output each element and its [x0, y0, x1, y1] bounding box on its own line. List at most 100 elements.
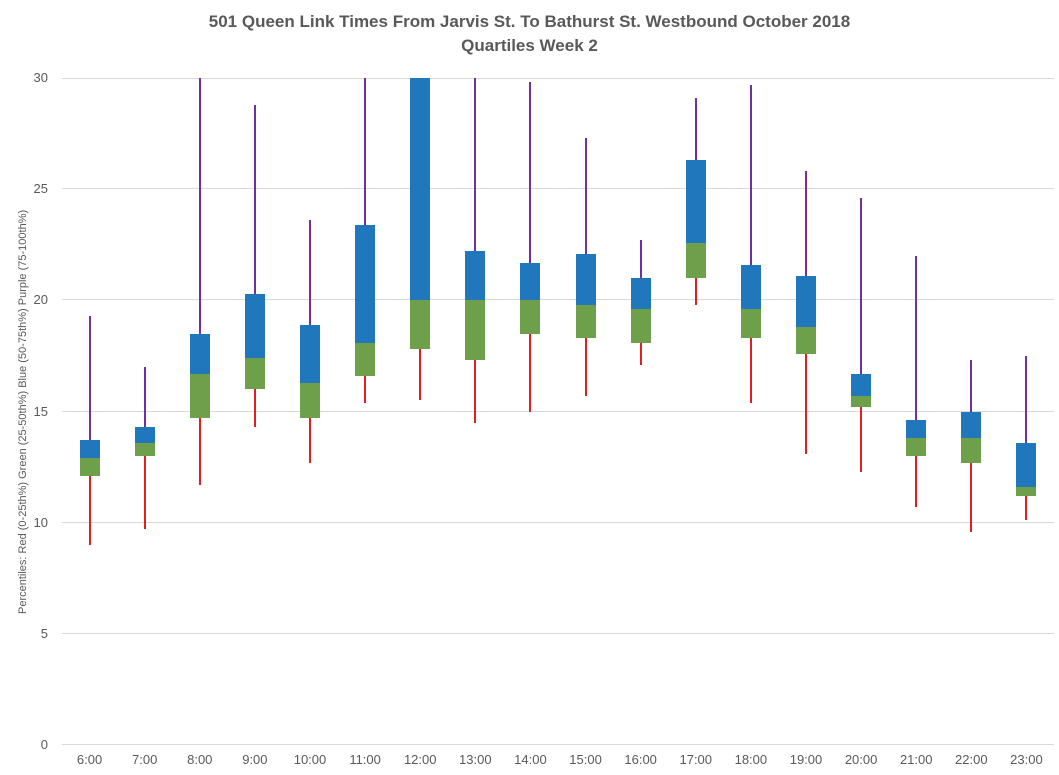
whisker-75-100th-purple — [805, 171, 807, 276]
box-25-50th-green — [189, 373, 210, 419]
box-50-75th-blue — [244, 293, 265, 359]
whisker-0-25th-red — [309, 418, 311, 463]
whisker-0-25th-red — [970, 462, 973, 532]
whisker-75-100th-purple — [198, 78, 201, 334]
chart-title: 501 Queen Link Times From Jarvis St. To … — [208, 12, 851, 31]
whisker-75-100th-purple — [1025, 355, 1028, 443]
y-tick-label: 15 — [33, 403, 48, 419]
chart-title-block: 501 Queen Link Times From Jarvis St. To … — [0, 10, 1059, 58]
y-tick-label: 30 — [33, 70, 48, 85]
x-tick-label: 9:00 — [242, 752, 268, 767]
whisker-75-100th-purple — [143, 367, 146, 428]
whisker-75-100th-purple — [529, 82, 532, 263]
whisker-0-25th-red — [529, 333, 532, 412]
gridline — [62, 299, 1054, 301]
x-tick-label: 16:00 — [624, 752, 657, 767]
x-tick-label: 19:00 — [789, 752, 823, 767]
box-50-75th-blue — [300, 324, 320, 383]
gridline — [62, 632, 1054, 634]
whisker-75-100th-purple — [749, 84, 752, 265]
whisker-0-25th-red — [749, 338, 752, 403]
box-50-75th-blue — [575, 253, 596, 305]
whisker-75-100th-purple — [970, 360, 973, 412]
whisker-75-100th-purple — [474, 78, 477, 252]
x-tick-label: 21:00 — [899, 752, 933, 767]
x-tick-label: 22:00 — [955, 752, 988, 767]
gridline — [62, 188, 1054, 190]
box-25-50th-green — [244, 358, 265, 390]
box-25-50th-green — [465, 300, 486, 361]
whisker-75-100th-purple — [253, 104, 256, 294]
box-25-50th-green — [740, 309, 761, 339]
whisker-0-25th-red — [198, 418, 201, 485]
box-50-75th-blue — [465, 251, 486, 301]
gridline — [62, 521, 1054, 523]
whisker-75-100th-purple — [639, 240, 642, 279]
box-50-75th-blue — [520, 262, 541, 301]
gridline — [62, 78, 1054, 79]
whisker-0-25th-red — [805, 353, 807, 454]
box-25-50th-green — [1016, 487, 1037, 496]
box-25-50th-green — [906, 438, 927, 456]
x-axis: 6:00 7:00 8:00 9:00 10:00 11:00 12:00 13:00 14:0… — [62, 752, 1054, 772]
y-tick-label: 5 — [40, 625, 48, 641]
x-tick-label: 17:00 — [679, 752, 713, 767]
box-50-75th-blue — [740, 264, 761, 310]
chart-subtitle: Quartiles Week 2 — [461, 36, 598, 55]
box-25-50th-green — [134, 442, 155, 456]
whisker-0-25th-red — [143, 455, 146, 530]
whisker-0-25th-red — [1025, 496, 1028, 521]
whisker-0-25th-red — [253, 389, 256, 428]
gridline — [62, 744, 1054, 745]
box-50-75th-blue — [851, 373, 872, 396]
whisker-75-100th-purple — [309, 220, 311, 325]
plot-area — [62, 78, 1054, 745]
whisker-0-25th-red — [694, 278, 697, 305]
x-tick-label: 12:00 — [403, 752, 437, 767]
box-25-50th-green — [796, 327, 816, 354]
box-50-75th-blue — [79, 440, 100, 459]
box-50-75th-blue — [906, 420, 927, 439]
whisker-75-100th-purple — [364, 78, 367, 225]
whisker-0-25th-red — [860, 407, 863, 472]
box-50-75th-blue — [410, 78, 431, 301]
y-tick-label: 10 — [33, 514, 48, 530]
box-50-75th-blue — [355, 224, 376, 343]
x-tick-label: 7:00 — [132, 752, 158, 767]
box-25-50th-green — [575, 304, 596, 339]
box-25-50th-green — [685, 242, 706, 279]
x-tick-label: 11:00 — [349, 752, 381, 767]
box-25-50th-green — [300, 382, 320, 419]
whisker-75-100th-purple — [88, 315, 91, 441]
x-tick-label: 20:00 — [844, 752, 878, 767]
whisker-75-100th-purple — [694, 98, 697, 161]
box-25-50th-green — [79, 458, 100, 476]
whisker-0-25th-red — [419, 349, 422, 401]
x-tick-label: 6:00 — [76, 752, 103, 767]
box-50-75th-blue — [189, 333, 210, 374]
whisker-75-100th-purple — [860, 198, 863, 374]
box-50-75th-blue — [134, 427, 155, 443]
box-25-50th-green — [355, 342, 376, 376]
whisker-75-100th-purple — [584, 138, 587, 254]
box-25-50th-green — [520, 300, 541, 334]
whisker-0-25th-red — [364, 375, 367, 403]
box-50-75th-blue — [796, 275, 816, 328]
whisker-75-100th-purple — [915, 255, 918, 421]
box-50-75th-blue — [961, 411, 982, 439]
box-25-50th-green — [630, 309, 651, 343]
box-50-75th-blue — [685, 160, 706, 243]
y-tick-label: 20 — [33, 292, 48, 308]
x-tick-label: 13:00 — [459, 752, 492, 767]
y-tick-label: 25 — [33, 181, 48, 197]
whisker-0-25th-red — [639, 342, 642, 365]
box-50-75th-blue — [1016, 442, 1037, 488]
box-25-50th-green — [851, 395, 872, 408]
x-tick-label: 8:00 — [187, 752, 213, 767]
x-tick-label: 18:00 — [734, 752, 768, 767]
whisker-0-25th-red — [584, 338, 587, 396]
y-axis: 0 5 10 15 20 25 30 — [0, 71, 56, 752]
x-tick-label: 10:00 — [293, 752, 327, 767]
whisker-0-25th-red — [915, 455, 918, 508]
